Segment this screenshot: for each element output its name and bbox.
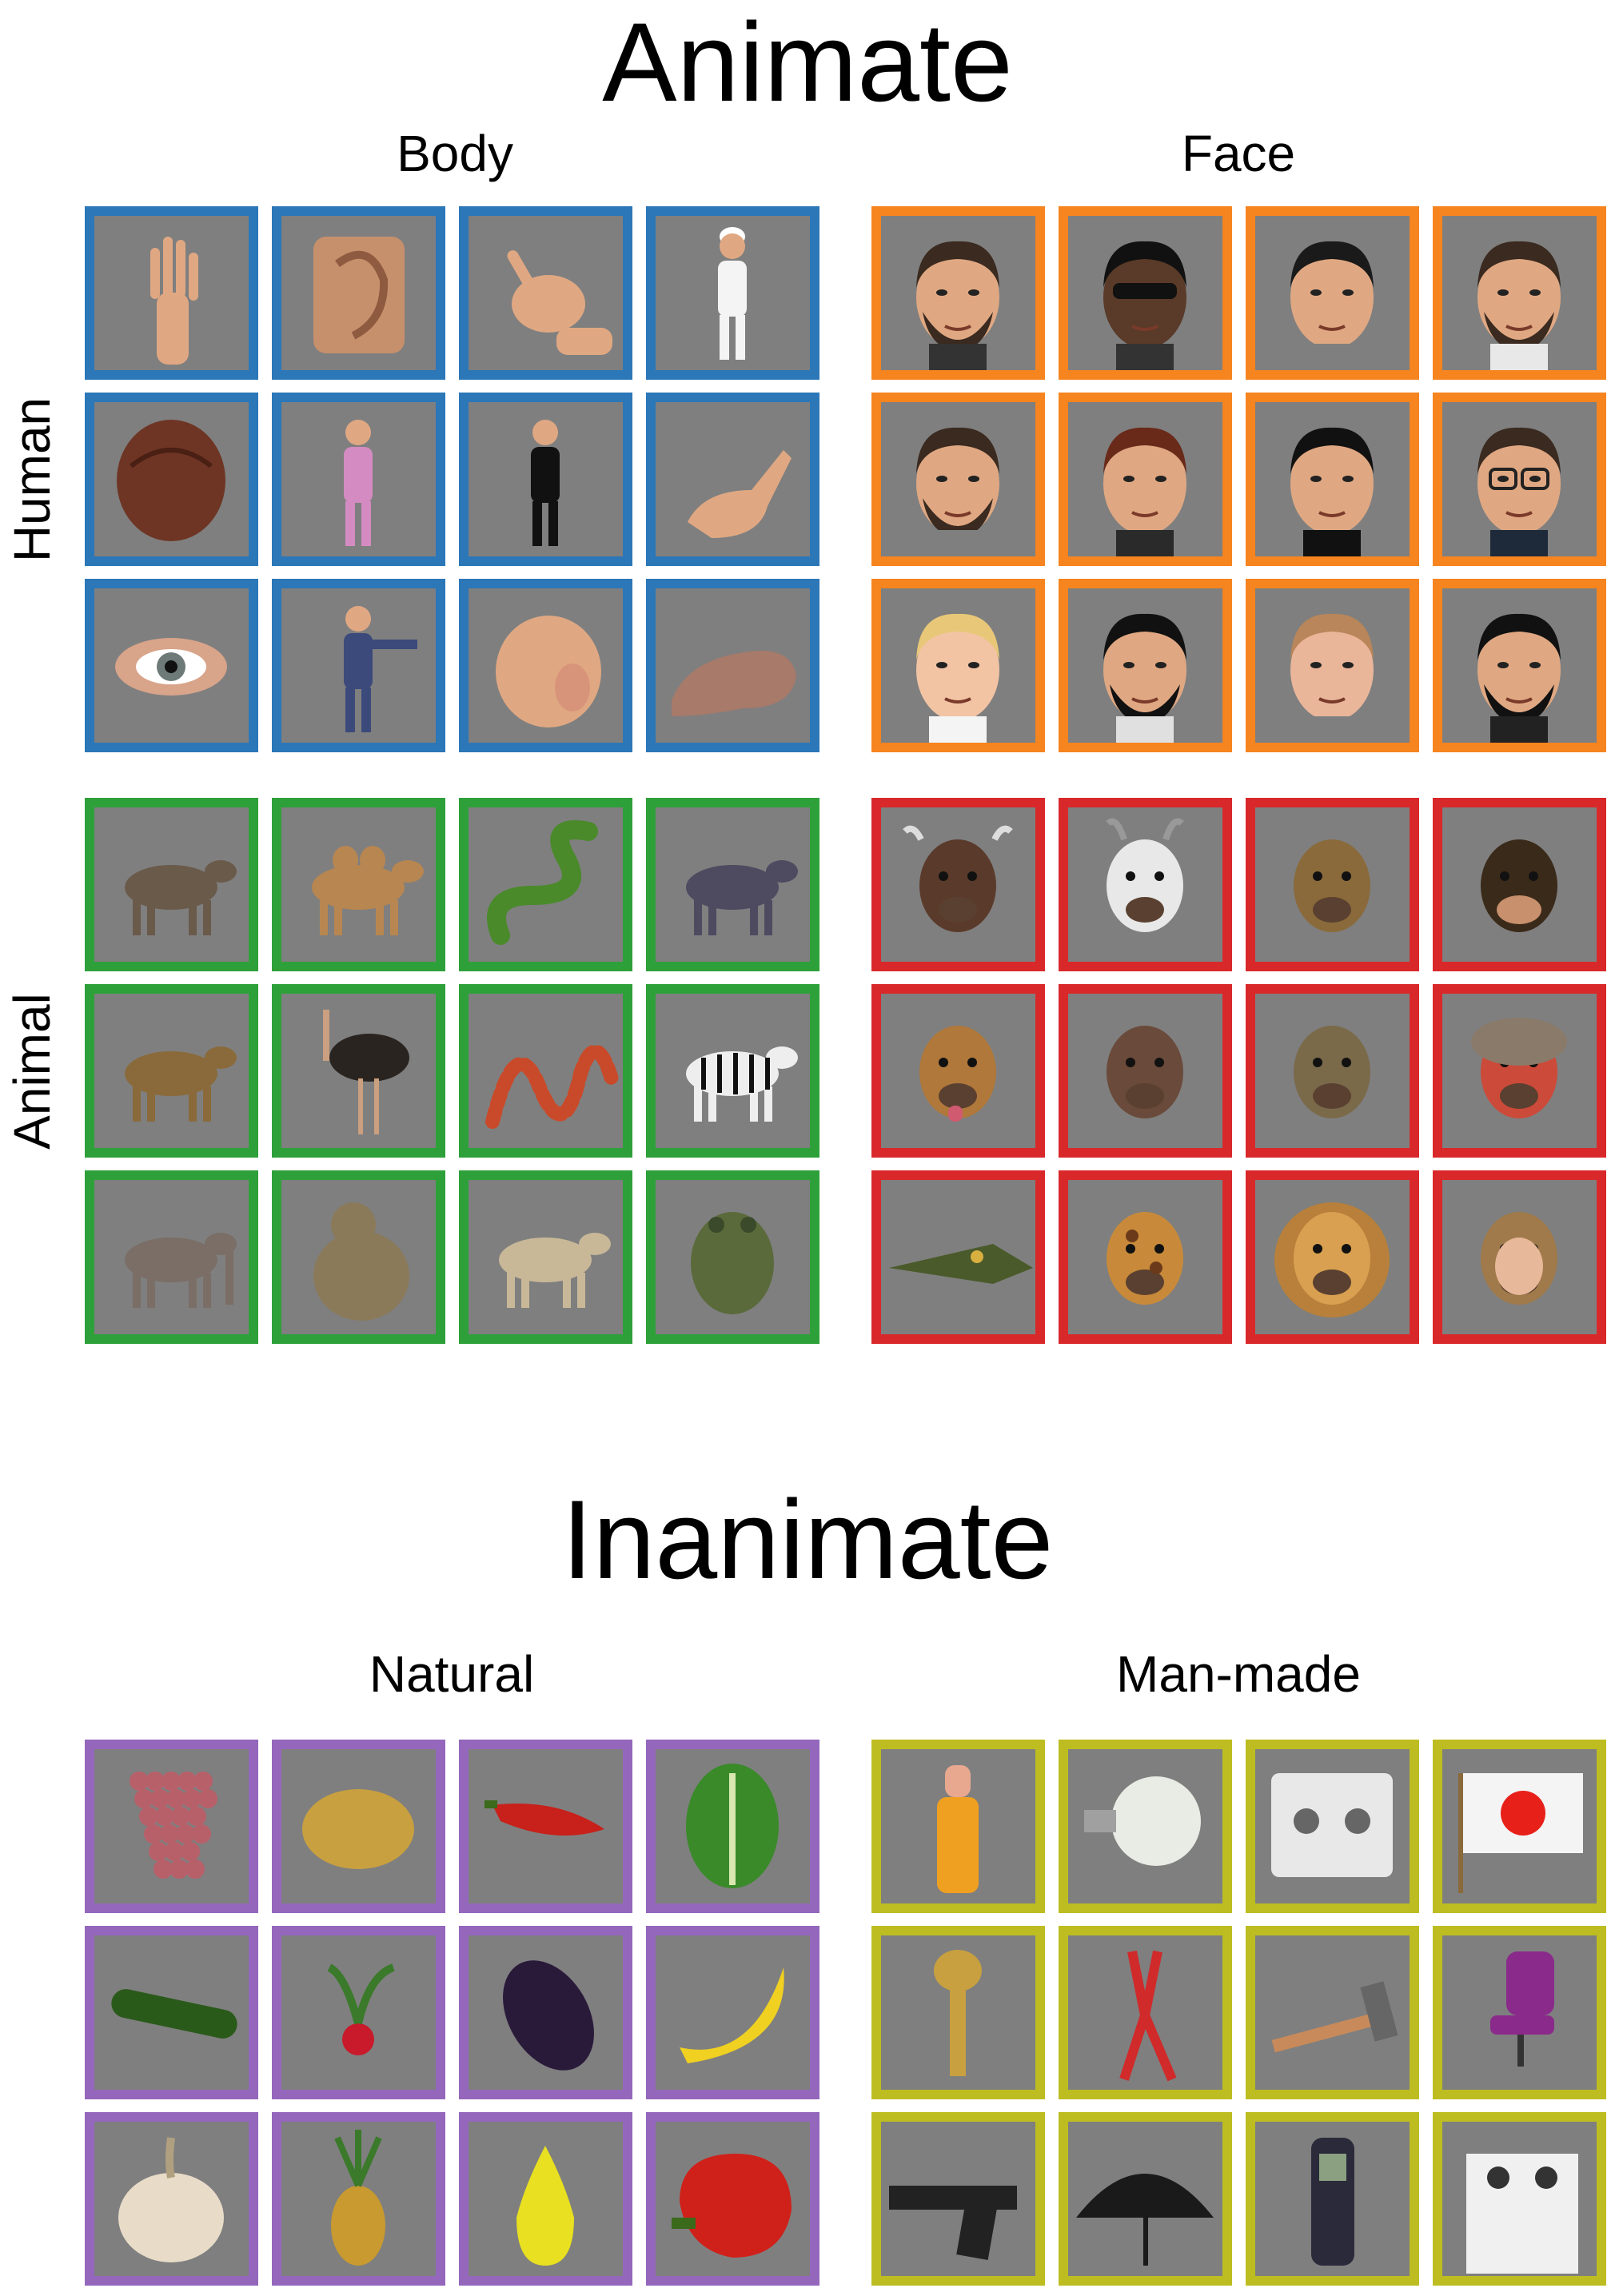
stimulus-tile: fingers-icon bbox=[646, 393, 819, 566]
column-label-manmade: Man-made bbox=[1116, 1645, 1361, 1703]
stimulus-tile: face-man-icon bbox=[1246, 393, 1419, 566]
stimulus-tile: baby-bottle-icon bbox=[871, 1740, 1045, 1913]
stimulus-tile: armadillo-icon bbox=[85, 798, 258, 971]
title-inanimate: Inanimate bbox=[561, 1477, 1054, 1602]
column-label-body: Body bbox=[397, 125, 513, 182]
stimulus-tile: pistol-icon bbox=[871, 2112, 1045, 2286]
stimulus-tile: mobile-phone-icon bbox=[1246, 2112, 1419, 2286]
stimulus-tile: face-child-icon bbox=[871, 579, 1045, 752]
stimulus-tile: pear-icon bbox=[459, 2112, 632, 2286]
stimulus-tile: face-sunglasses-icon bbox=[1059, 206, 1232, 380]
grid-animal-face: cow-face-icon goat-face-icon monkey-face… bbox=[871, 798, 1606, 1344]
stimulus-tile: monkey-face-2-icon bbox=[1433, 1170, 1606, 1344]
stimulus-tile: grapes-icon bbox=[85, 1740, 258, 1913]
stimulus-tile: chili-pepper-icon bbox=[459, 1740, 632, 1913]
stimulus-tile: elephant-icon bbox=[85, 1170, 258, 1344]
stimulus-tile: wolf-icon bbox=[646, 798, 819, 971]
stimulus-tile: sheep-icon bbox=[459, 1170, 632, 1344]
stimulus-tile: macaque-face-icon bbox=[1433, 984, 1606, 1158]
grid-human-face: face-iconface-sunglasses-iconface-profil… bbox=[871, 206, 1606, 752]
stimulus-tile: dancer-icon bbox=[272, 393, 445, 566]
stimulus-tile: crocodile-face-icon bbox=[871, 1170, 1045, 1344]
stimulus-tile: snake-green-icon bbox=[459, 798, 632, 971]
grid-manmade: baby-bottle-iconlight-bulb-iconcassette-… bbox=[871, 1740, 1606, 2286]
stimulus-tile: face-profile-icon bbox=[1246, 206, 1419, 380]
stimulus-tile: face-goatee-icon bbox=[1433, 579, 1606, 752]
stimulus-tile: face-man-2-icon bbox=[1059, 579, 1232, 752]
stimulus-tile: face-beard-icon bbox=[1433, 206, 1606, 380]
title-animate: Animate bbox=[602, 0, 1013, 125]
column-label-natural: Natural bbox=[369, 1645, 535, 1703]
stimulus-tile: man-pointing-icon bbox=[272, 579, 445, 752]
stimulus-tile: garlic-icon bbox=[85, 2112, 258, 2286]
stimulus-tile: potato-icon bbox=[272, 1740, 445, 1913]
stimulus-tile: monkey-sitting-icon bbox=[272, 1170, 445, 1344]
stimulus-tile: chimp-face-icon bbox=[1433, 798, 1606, 971]
stimulus-tile: bell-pepper-icon bbox=[646, 2112, 819, 2286]
stimulus-tile: cow-face-icon bbox=[871, 798, 1045, 971]
stimulus-tile: stove-icon bbox=[1433, 2112, 1606, 2286]
stimulus-tile: face-woman-2-icon bbox=[1246, 579, 1419, 752]
stimulus-tile: face-glasses-icon bbox=[1433, 393, 1606, 566]
stimulus-tile: woman-standing-icon bbox=[459, 393, 632, 566]
stimulus-tile: radish-icon bbox=[272, 1926, 445, 2099]
stimulus-tile: eye-icon bbox=[85, 579, 258, 752]
stimulus-tile: monkey-face-icon bbox=[1246, 798, 1419, 971]
stimulus-tile: hand-icon bbox=[85, 206, 258, 380]
column-label-face: Face bbox=[1181, 125, 1296, 182]
stimulus-tile: face-icon bbox=[871, 206, 1045, 380]
stimulus-tile: pineapple-icon bbox=[272, 2112, 445, 2286]
stimulus-tile: fist-icon bbox=[646, 579, 819, 752]
stimulus-tile: face-woman-icon bbox=[1059, 393, 1232, 566]
stimulus-tile: great-dane-face-icon bbox=[1059, 984, 1232, 1158]
stimulus-tile: ostrich-icon bbox=[272, 984, 445, 1158]
stimulus-tile: cassette-icon bbox=[1246, 1740, 1419, 1913]
stimulus-tile: eggplant-icon bbox=[459, 1926, 632, 2099]
stimulus-tile: snake-banded-icon bbox=[459, 984, 632, 1158]
stimulus-tile: beckoning-hand-icon bbox=[459, 206, 632, 380]
stimulus-tile: dog-face-icon bbox=[871, 984, 1045, 1158]
stimulus-tile: frog-icon bbox=[646, 1170, 819, 1344]
stimulus-tile: chef-icon bbox=[646, 206, 819, 380]
stimulus-tile: face-tilted-icon bbox=[871, 393, 1045, 566]
stimulus-tile: hammer-icon bbox=[1246, 1926, 1419, 2099]
stimulus-tile: flag-icon bbox=[1433, 1740, 1606, 1913]
stimulus-tile: goat-face-icon bbox=[1059, 798, 1232, 971]
stimulus-tile: zucchini-icon bbox=[85, 1926, 258, 2099]
row-label-animal: Animal bbox=[3, 993, 61, 1150]
stimulus-tile: umbrella-icon bbox=[1059, 2112, 1232, 2286]
stimulus-tile: baboon-icon bbox=[85, 984, 258, 1158]
stimulus-tile: giraffe-face-icon bbox=[1059, 1170, 1232, 1344]
stimulus-tile: pointing-fist-icon bbox=[459, 579, 632, 752]
grid-animal-body: armadillo-icon camel-iconsnake-green-ico… bbox=[85, 798, 819, 1344]
stimulus-tile: light-bulb-icon bbox=[1059, 1740, 1232, 1913]
grid-human-body: hand-iconear-iconbeckoning-hand-icon che… bbox=[85, 206, 819, 752]
stimulus-tile: lion-face-icon bbox=[1246, 1170, 1419, 1344]
row-label-human: Human bbox=[3, 397, 61, 563]
stimulus-tile: office-chair-icon bbox=[1433, 1926, 1606, 2099]
stimulus-tile: banana-icon bbox=[646, 1926, 819, 2099]
grid-natural: grapes-iconpotato-iconchili-pepper-iconl… bbox=[85, 1740, 819, 2286]
stimulus-tile: baboon-face-icon bbox=[1246, 984, 1419, 1158]
stimulus-tile: zebra-icon bbox=[646, 984, 819, 1158]
stimulus-tile: ear-icon bbox=[272, 206, 445, 380]
stimulus-tile: key-icon bbox=[871, 1926, 1045, 2099]
stimulus-tile: camel-icon bbox=[272, 798, 445, 971]
stimulus-tile: pliers-icon bbox=[1059, 1926, 1232, 2099]
stimulus-tile: lettuce-icon bbox=[646, 1740, 819, 1913]
stimulus-tile: hair-icon bbox=[85, 393, 258, 566]
